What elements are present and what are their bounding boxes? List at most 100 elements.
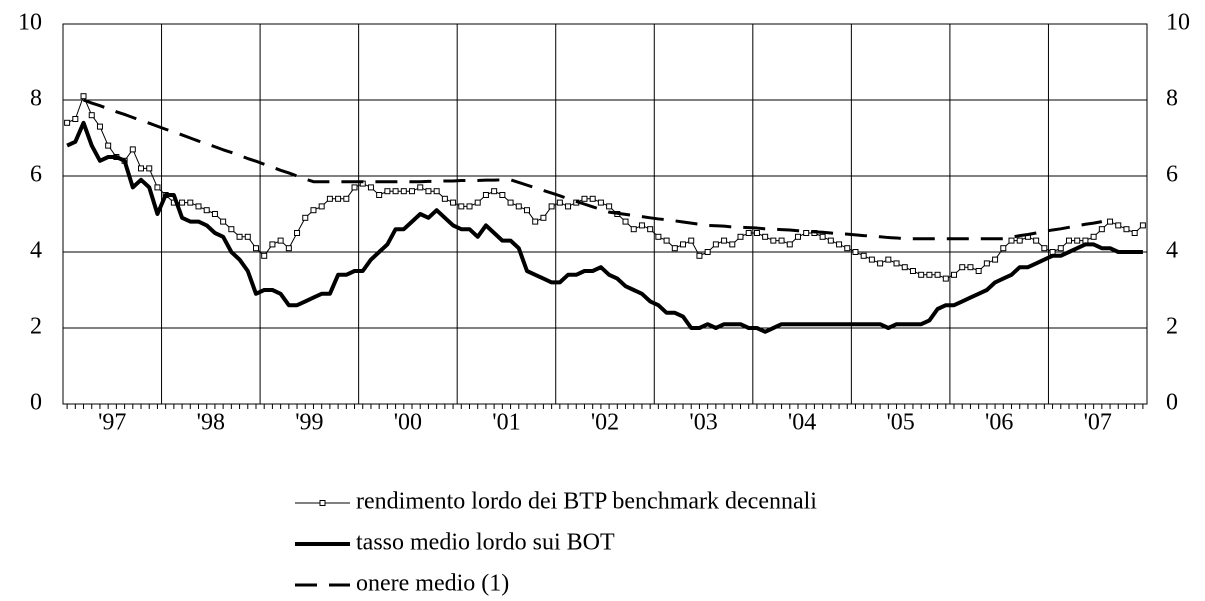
point-marker: [507, 199, 514, 206]
y-tick-label: 10: [18, 10, 42, 36]
point-marker: [893, 260, 900, 267]
point-marker: [187, 199, 194, 206]
point-marker: [499, 192, 506, 198]
point-marker: [647, 226, 654, 233]
point-marker: [827, 237, 834, 244]
series-line: [83, 98, 1103, 241]
point-marker: [926, 271, 933, 278]
point-marker: [1049, 249, 1056, 255]
point-marker: [450, 199, 457, 206]
point-marker: [778, 237, 785, 244]
point-marker: [441, 195, 448, 202]
point-marker: [482, 192, 489, 198]
point-marker: [335, 195, 342, 202]
point-marker: [203, 207, 210, 214]
point-marker: [220, 218, 227, 225]
point-marker: [704, 249, 711, 255]
point-marker: [154, 184, 161, 191]
point-marker: [417, 184, 424, 191]
x-tick-label: '03: [689, 410, 717, 436]
y-tick-label: 2: [30, 314, 42, 340]
point-marker: [384, 188, 391, 195]
point-marker: [409, 188, 416, 195]
point-marker: [844, 245, 851, 252]
point-marker: [589, 195, 596, 202]
point-marker: [630, 226, 637, 233]
point-marker: [277, 237, 284, 244]
point-marker: [1098, 226, 1105, 233]
point-marker: [146, 165, 153, 172]
point-marker: [901, 264, 908, 271]
point-marker: [721, 237, 728, 244]
point-marker: [868, 256, 875, 263]
x-tick-label: '99: [295, 410, 323, 436]
point-marker: [1139, 222, 1146, 229]
point-marker: [836, 241, 843, 248]
point-marker: [540, 214, 547, 221]
point-marker: [1115, 222, 1122, 229]
point-marker: [351, 184, 358, 191]
series-line: [66, 95, 1144, 280]
y2-tick-label: 0: [1166, 390, 1178, 416]
point-marker: [211, 211, 218, 217]
point-marker: [606, 203, 613, 210]
legend-label: rendimento lordo dei BTP benchmark decen…: [356, 489, 817, 515]
y2-tick-label: 6: [1166, 162, 1178, 188]
point-marker: [565, 203, 572, 210]
point-marker: [877, 260, 884, 267]
x-tick-label: '07: [1084, 410, 1112, 436]
point-marker: [1082, 237, 1089, 244]
point-marker: [680, 241, 687, 248]
point-marker: [326, 195, 333, 202]
point-marker: [1107, 218, 1114, 225]
point-marker: [712, 241, 719, 248]
point-marker: [474, 199, 481, 206]
point-marker: [310, 207, 317, 214]
point-marker: [72, 116, 79, 122]
point-marker: [302, 214, 309, 221]
y2-tick-label: 2: [1166, 314, 1178, 340]
point-marker: [762, 233, 769, 240]
point-marker: [400, 188, 407, 195]
point-marker: [1065, 237, 1072, 244]
point-marker: [80, 93, 87, 100]
point-marker: [285, 245, 292, 252]
legend-marker: [319, 500, 326, 506]
point-marker: [983, 260, 990, 267]
plot-frame: [62, 23, 1148, 405]
point-marker: [318, 203, 325, 210]
legend-label: tasso medio lordo sui BOT: [356, 530, 615, 556]
point-marker: [105, 142, 112, 149]
point-marker: [729, 241, 736, 248]
point-marker: [261, 252, 268, 259]
point-marker: [918, 271, 925, 278]
point-marker: [688, 237, 695, 244]
point-marker: [1041, 245, 1048, 252]
point-marker: [556, 199, 563, 206]
point-marker: [252, 245, 259, 252]
point-marker: [753, 230, 760, 236]
point-marker: [597, 199, 604, 206]
point-marker: [671, 245, 678, 252]
x-tick-label: '06: [985, 410, 1013, 436]
point-marker: [909, 268, 916, 274]
point-marker: [860, 252, 867, 259]
point-marker: [294, 230, 301, 236]
point-marker: [129, 146, 136, 153]
point-marker: [663, 237, 670, 244]
point-marker: [803, 230, 810, 236]
point-marker: [1000, 245, 1007, 252]
point-marker: [392, 188, 399, 195]
y-tick-label: 4: [30, 238, 42, 264]
point-marker: [581, 195, 588, 202]
point-marker: [548, 203, 555, 210]
point-marker: [959, 264, 966, 271]
point-marker: [523, 207, 530, 214]
y2-tick-label: 10: [1166, 10, 1190, 36]
point-marker: [269, 241, 276, 248]
x-tick-label: '02: [591, 410, 619, 436]
point-marker: [138, 165, 145, 172]
point-marker: [1057, 245, 1064, 252]
point-marker: [622, 218, 629, 225]
